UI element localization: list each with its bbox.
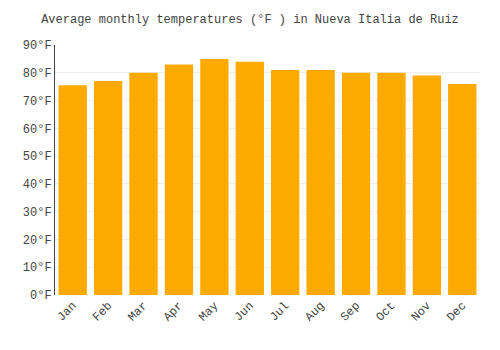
svg-text:Feb: Feb: [90, 299, 115, 324]
svg-text:40°F: 40°F: [23, 178, 52, 192]
svg-text:Mar: Mar: [125, 299, 150, 324]
svg-text:10°F: 10°F: [23, 261, 52, 275]
svg-text:Sep: Sep: [338, 299, 363, 324]
svg-text:80°F: 80°F: [23, 67, 52, 81]
svg-text:Jan: Jan: [55, 299, 80, 324]
svg-text:Dec: Dec: [444, 299, 469, 324]
svg-text:Oct: Oct: [373, 299, 398, 324]
svg-text:60°F: 60°F: [23, 123, 52, 137]
svg-text:90°F: 90°F: [23, 39, 52, 53]
svg-text:30°F: 30°F: [23, 206, 52, 220]
svg-text:Aug: Aug: [303, 299, 328, 324]
svg-text:Jun: Jun: [232, 299, 257, 324]
svg-text:Nov: Nov: [409, 299, 434, 324]
svg-text:0°F: 0°F: [30, 289, 52, 303]
svg-text:70°F: 70°F: [23, 95, 52, 109]
svg-text:Average monthly temperatures (: Average monthly temperatures (°F ) in Nu…: [41, 13, 459, 27]
svg-text:Jul: Jul: [267, 299, 292, 324]
svg-text:May: May: [196, 299, 221, 324]
svg-text:50°F: 50°F: [23, 150, 52, 164]
svg-text:20°F: 20°F: [23, 234, 52, 248]
svg-text:Apr: Apr: [161, 299, 186, 324]
